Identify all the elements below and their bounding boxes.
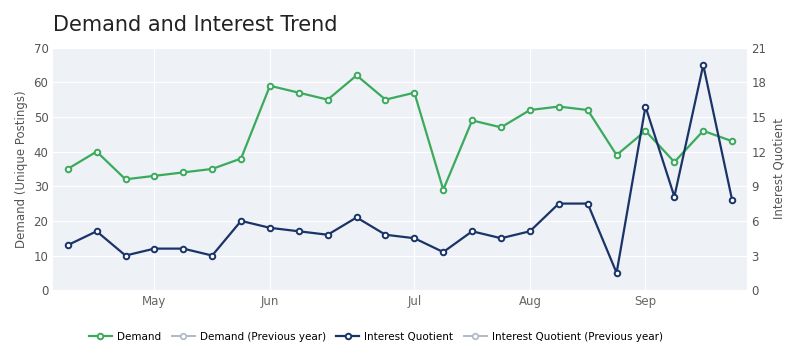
Interest Quotient	[438, 250, 448, 254]
Interest Quotient	[554, 201, 564, 206]
Interest Quotient	[236, 219, 246, 223]
Interest Quotient	[352, 215, 362, 219]
Demand	[698, 129, 708, 133]
Legend: Demand, Demand (Previous year), Interest Quotient, Interest Quotient (Previous y: Demand, Demand (Previous year), Interest…	[85, 328, 667, 346]
Demand	[121, 177, 130, 181]
Interest Quotient	[525, 229, 534, 234]
Demand	[92, 149, 102, 154]
Interest Quotient	[727, 198, 737, 202]
Y-axis label: Demand (Unique Postings): Demand (Unique Postings)	[15, 90, 28, 248]
Interest Quotient	[467, 229, 477, 234]
Demand	[525, 108, 534, 112]
Interest Quotient	[63, 243, 73, 247]
Demand	[583, 108, 593, 112]
Interest Quotient	[265, 226, 274, 230]
Line: Demand: Demand	[65, 73, 735, 192]
Demand	[467, 118, 477, 122]
Demand	[323, 98, 333, 102]
Interest Quotient	[323, 233, 333, 237]
Demand	[352, 73, 362, 77]
Interest Quotient	[698, 63, 708, 67]
Interest Quotient	[150, 246, 159, 251]
Demand	[641, 129, 650, 133]
Demand	[381, 98, 390, 102]
Demand	[554, 104, 564, 109]
Demand	[727, 139, 737, 143]
Text: Demand and Interest Trend: Demand and Interest Trend	[54, 15, 338, 35]
Interest Quotient	[294, 229, 304, 234]
Interest Quotient	[410, 236, 419, 240]
Demand	[178, 170, 188, 175]
Demand	[410, 91, 419, 95]
Demand	[63, 167, 73, 171]
Demand	[438, 187, 448, 192]
Interest Quotient	[670, 195, 679, 199]
Interest Quotient	[496, 236, 506, 240]
Demand	[670, 160, 679, 164]
Line: Interest Quotient: Interest Quotient	[65, 62, 735, 275]
Interest Quotient	[178, 246, 188, 251]
Interest Quotient	[121, 253, 130, 258]
Demand	[150, 174, 159, 178]
Demand	[612, 153, 622, 157]
Y-axis label: Interest Quotient: Interest Quotient	[772, 119, 785, 219]
Demand	[207, 167, 217, 171]
Demand	[236, 157, 246, 161]
Interest Quotient	[583, 201, 593, 206]
Demand	[496, 125, 506, 130]
Interest Quotient	[612, 271, 622, 275]
Demand	[265, 84, 274, 88]
Interest Quotient	[381, 233, 390, 237]
Interest Quotient	[92, 229, 102, 234]
Demand	[294, 91, 304, 95]
Interest Quotient	[207, 253, 217, 258]
Interest Quotient	[641, 104, 650, 109]
